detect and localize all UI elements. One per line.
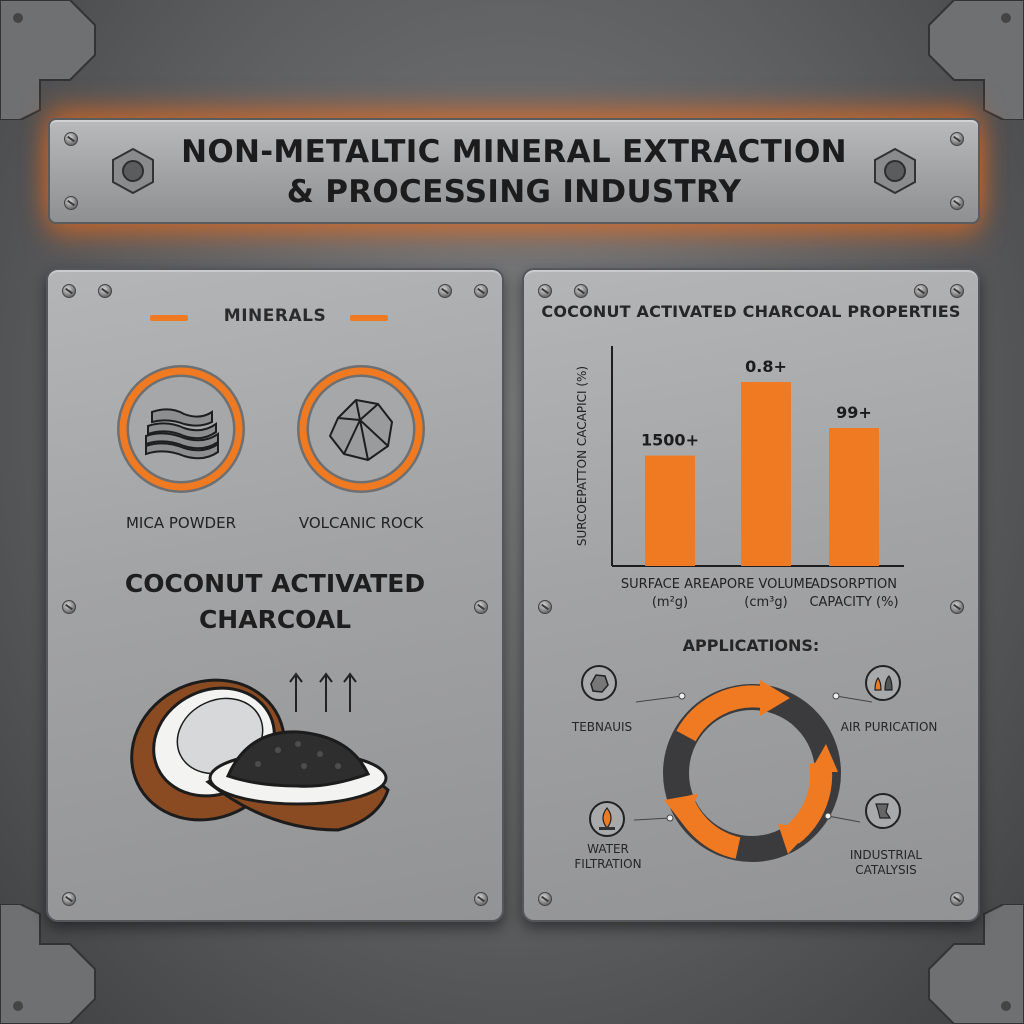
applications-cycle-diagram [663,680,841,862]
applications-connectors [633,692,873,823]
section-accent-dash [350,315,388,321]
category-label: PORE VOLUME [719,577,813,592]
screw-icon [62,892,76,906]
air-purification-icon [865,665,901,701]
corner-bracket-top-left [0,0,96,120]
properties-panel: COCONUT ACTIVATED CHARCOAL PROPERTIES SU… [522,268,980,922]
bar [829,428,879,566]
water-drop-icon [589,801,625,837]
screw-icon [538,892,552,906]
screw-icon [474,284,488,298]
rising-arrows-icon [289,672,357,712]
industrial-catalysis-line2: CATALYSIS [855,863,917,877]
minerals-panel: MINERALS MICA POWDER VOLCANIC ROCK COCON… [46,268,504,922]
category-label: (m²g) [652,595,688,610]
bar [645,455,695,566]
screw-icon [62,284,76,298]
bar [741,382,791,566]
data-label: 1500+ [641,431,699,450]
product-title-line2: CHARCOAL [198,605,352,634]
volcanic-rock-label: VOLCANIC ROCK [298,514,424,532]
water-filtration-line1: WATER [587,842,629,856]
page-title-line2: & PROCESSING INDUSTRY [286,174,742,210]
coconut-charcoal-illustration [130,678,390,832]
category-label: SURFACE AREA [621,577,719,592]
screw-icon [98,284,112,298]
water-filtration-line2: FILTRATION [574,857,642,871]
catalysis-icon [865,793,901,829]
screw-icon [574,284,588,298]
screw-icon [474,600,488,614]
category-label: (cm³g) [744,595,787,610]
screw-icon [474,892,488,906]
screw-icon [64,196,78,210]
y-axis-label: SURCOEPATTON CACAPICI (%) [575,366,589,546]
screw-icon [950,196,964,210]
chart-title: COCONUT ACTIVATED CHARCOAL PROPERTIES [541,302,961,321]
screw-icon [438,284,452,298]
minerals-section-label: MINERALS [223,306,327,326]
mica-powder-label: MICA POWDER [125,514,236,532]
data-label: 0.8+ [745,357,787,376]
mineral-icon [581,665,617,701]
page-title: NON-METALTIC MINERAL EXTRACTION & PROCES… [50,132,978,212]
screw-icon [538,284,552,298]
screw-icon [950,600,964,614]
screw-icon [914,284,928,298]
applications-title: APPLICATIONS: [682,636,820,655]
screw-icon [950,132,964,146]
corner-bracket-bottom-left [0,904,96,1024]
page-title-line1: NON-METALTIC MINERAL EXTRACTION [181,134,847,170]
corner-bracket-top-right [928,0,1024,120]
hex-nut-icon [874,147,916,195]
data-label: 99+ [836,403,872,422]
rock-icon [297,365,425,493]
minerals-section-header: MINERALS [48,306,502,326]
screw-icon [538,600,552,614]
application-label-water-filtration: WATER FILTRATION [564,842,652,872]
properties-bar-chart: SURCOEPATTON CACAPICI (%) 1500+ SURFACE AR… [575,346,904,610]
application-label-tebnauis: TEBNAUIS [571,720,633,734]
hex-nut-icon [112,147,154,195]
application-label-industrial-catalysis: INDUSTRIAL CATALYSIS [830,848,942,878]
industrial-catalysis-line1: INDUSTRIAL [849,848,923,862]
product-title-line1: COCONUT ACTIVATED [124,569,426,598]
screw-icon [950,892,964,906]
category-label: CAPACITY (%) [809,595,898,610]
header-banner: NON-METALTIC MINERAL EXTRACTION & PROCES… [48,118,980,224]
screw-icon [62,600,76,614]
product-title: COCONUT ACTIVATED CHARCOAL [48,566,502,638]
corner-bracket-bottom-right [928,904,1024,1024]
mica-layers-icon [117,365,245,493]
category-label: ADSORPTION [811,577,897,592]
application-label-air-purication: AIR PURICATION [840,720,938,734]
screw-icon [950,284,964,298]
section-accent-dash [150,315,188,321]
screw-icon [64,132,78,146]
